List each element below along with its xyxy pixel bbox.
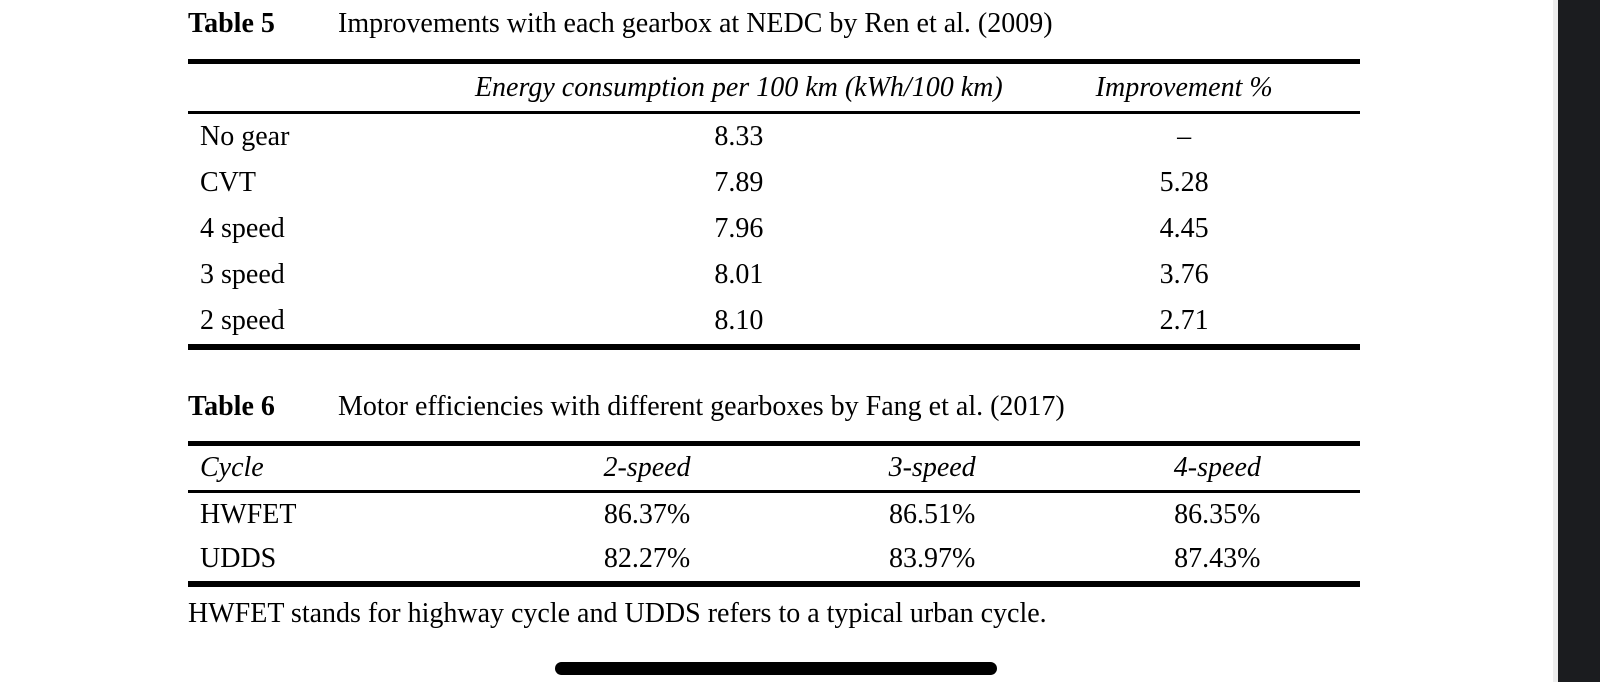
table-cell: 82.27% xyxy=(603,543,691,574)
table6-header-row: Cycle 2-speed 3-speed 4-speed xyxy=(188,446,1360,493)
table-cell: 7.89 xyxy=(714,167,764,198)
table-cell: 86.35% xyxy=(1174,499,1261,530)
table6-footnote: HWFET stands for highway cycle and UDDS … xyxy=(188,598,1047,629)
table6: Cycle 2-speed 3-speed 4-speed HWFET 86.3… xyxy=(188,441,1360,587)
table5-caption-text: Improvements with each gearbox at NEDC b… xyxy=(338,8,1053,39)
table-cell: 3 speed xyxy=(200,259,285,290)
table6-caption-text: Motor efficiencies with different gearbo… xyxy=(338,391,1065,422)
table-cell: 2.71 xyxy=(1159,305,1209,336)
table-row: No gear 8.33 – xyxy=(188,114,1360,160)
table-cell: – xyxy=(1177,121,1192,152)
table-cell: 4 speed xyxy=(200,213,285,244)
table-cell: 2 speed xyxy=(200,305,285,336)
table-cell: HWFET xyxy=(200,499,297,530)
page-bottom-rule xyxy=(555,662,997,675)
table5-header-cell: Energy consumption per 100 km (kWh/100 k… xyxy=(474,71,1003,103)
table-cell: 8.01 xyxy=(714,259,764,290)
table5-caption: Table 5 Improvements with each gearbox at… xyxy=(188,9,1053,39)
table5: Energy consumption per 100 km (kWh/100 k… xyxy=(188,59,1360,350)
table6-header-cell: 3-speed xyxy=(888,452,976,483)
table-cell: UDDS xyxy=(200,543,277,574)
table-cell: 5.28 xyxy=(1159,167,1209,198)
table6-header-cell: Cycle xyxy=(200,452,264,483)
table-cell: 4.45 xyxy=(1159,213,1209,244)
table-row: UDDS 82.27% 83.97% 87.43% xyxy=(188,537,1360,581)
table-cell: 3.76 xyxy=(1159,259,1209,290)
table-row: CVT 7.89 5.28 xyxy=(188,160,1360,206)
table-row: 4 speed 7.96 4.45 xyxy=(188,206,1360,252)
table-row: HWFET 86.37% 86.51% 86.35% xyxy=(188,493,1360,537)
table-cell: 7.96 xyxy=(714,213,764,244)
table6-header-cell: 2-speed xyxy=(603,452,691,483)
table-cell: CVT xyxy=(200,167,256,198)
table-row: 2 speed 8.10 2.71 xyxy=(188,298,1360,344)
table-row: 3 speed 8.01 3.76 xyxy=(188,252,1360,298)
table-cell: 86.51% xyxy=(888,499,976,530)
table5-label: Table 5 xyxy=(188,8,275,39)
table6-header-cell: 4-speed xyxy=(1173,452,1261,483)
table-cell: 83.97% xyxy=(888,543,976,574)
table6-label: Table 6 xyxy=(188,391,275,422)
table-cell: No gear xyxy=(200,121,290,152)
table5-header-cell: Improvement % xyxy=(1095,71,1273,103)
window-edge-strip xyxy=(1553,0,1600,682)
table5-header-cell xyxy=(188,64,469,111)
table-cell: 86.37% xyxy=(603,499,691,530)
table6-caption: Table 6 Motor efficiencies with different… xyxy=(188,392,1065,422)
table-cell: 8.10 xyxy=(714,305,764,336)
table5-header-row: Energy consumption per 100 km (kWh/100 k… xyxy=(188,64,1360,114)
table-cell: 87.43% xyxy=(1174,543,1261,574)
table-cell: 8.33 xyxy=(714,121,764,152)
